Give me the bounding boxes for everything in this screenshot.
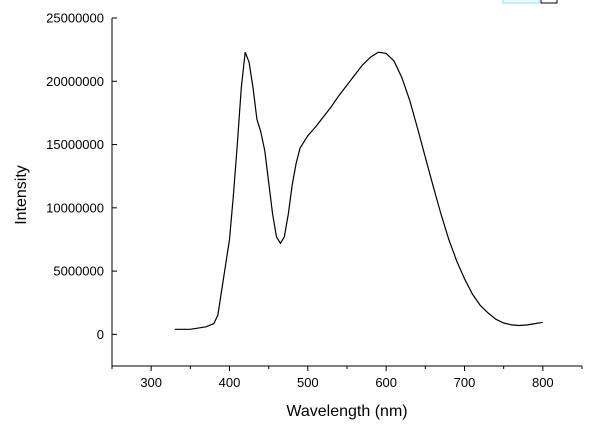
y-tick-label: 25000000 (46, 11, 104, 26)
x-tick-label: 500 (297, 375, 319, 390)
x-tick-label: 300 (140, 375, 162, 390)
y-tick-label: 20000000 (46, 74, 104, 89)
legend-box (502, 0, 558, 4)
x-tick-label: 400 (219, 375, 241, 390)
x-tick-label: 700 (454, 375, 476, 390)
y-axis-title: Intensity (13, 165, 30, 225)
legend-swatch (502, 0, 540, 4)
plot-area: 0 5000000 10000000 15000000 20000000 25000000… (46, 11, 583, 390)
legend-square (540, 0, 558, 4)
x-ticks: 300 400 500 600 700 800 (111, 366, 583, 390)
x-axis-title: Wavelength (nm) (286, 403, 407, 420)
series-line (174, 51, 543, 330)
y-tick-label: 10000000 (46, 200, 104, 215)
y-ticks: 0 5000000 10000000 15000000 20000000 25000000 (46, 11, 117, 342)
y-tick-label: 15000000 (46, 137, 104, 152)
y-tick-label: 5000000 (53, 264, 104, 279)
x-tick-label: 800 (532, 375, 554, 390)
y-tick-label: 0 (97, 327, 104, 342)
x-tick-label: 600 (375, 375, 397, 390)
